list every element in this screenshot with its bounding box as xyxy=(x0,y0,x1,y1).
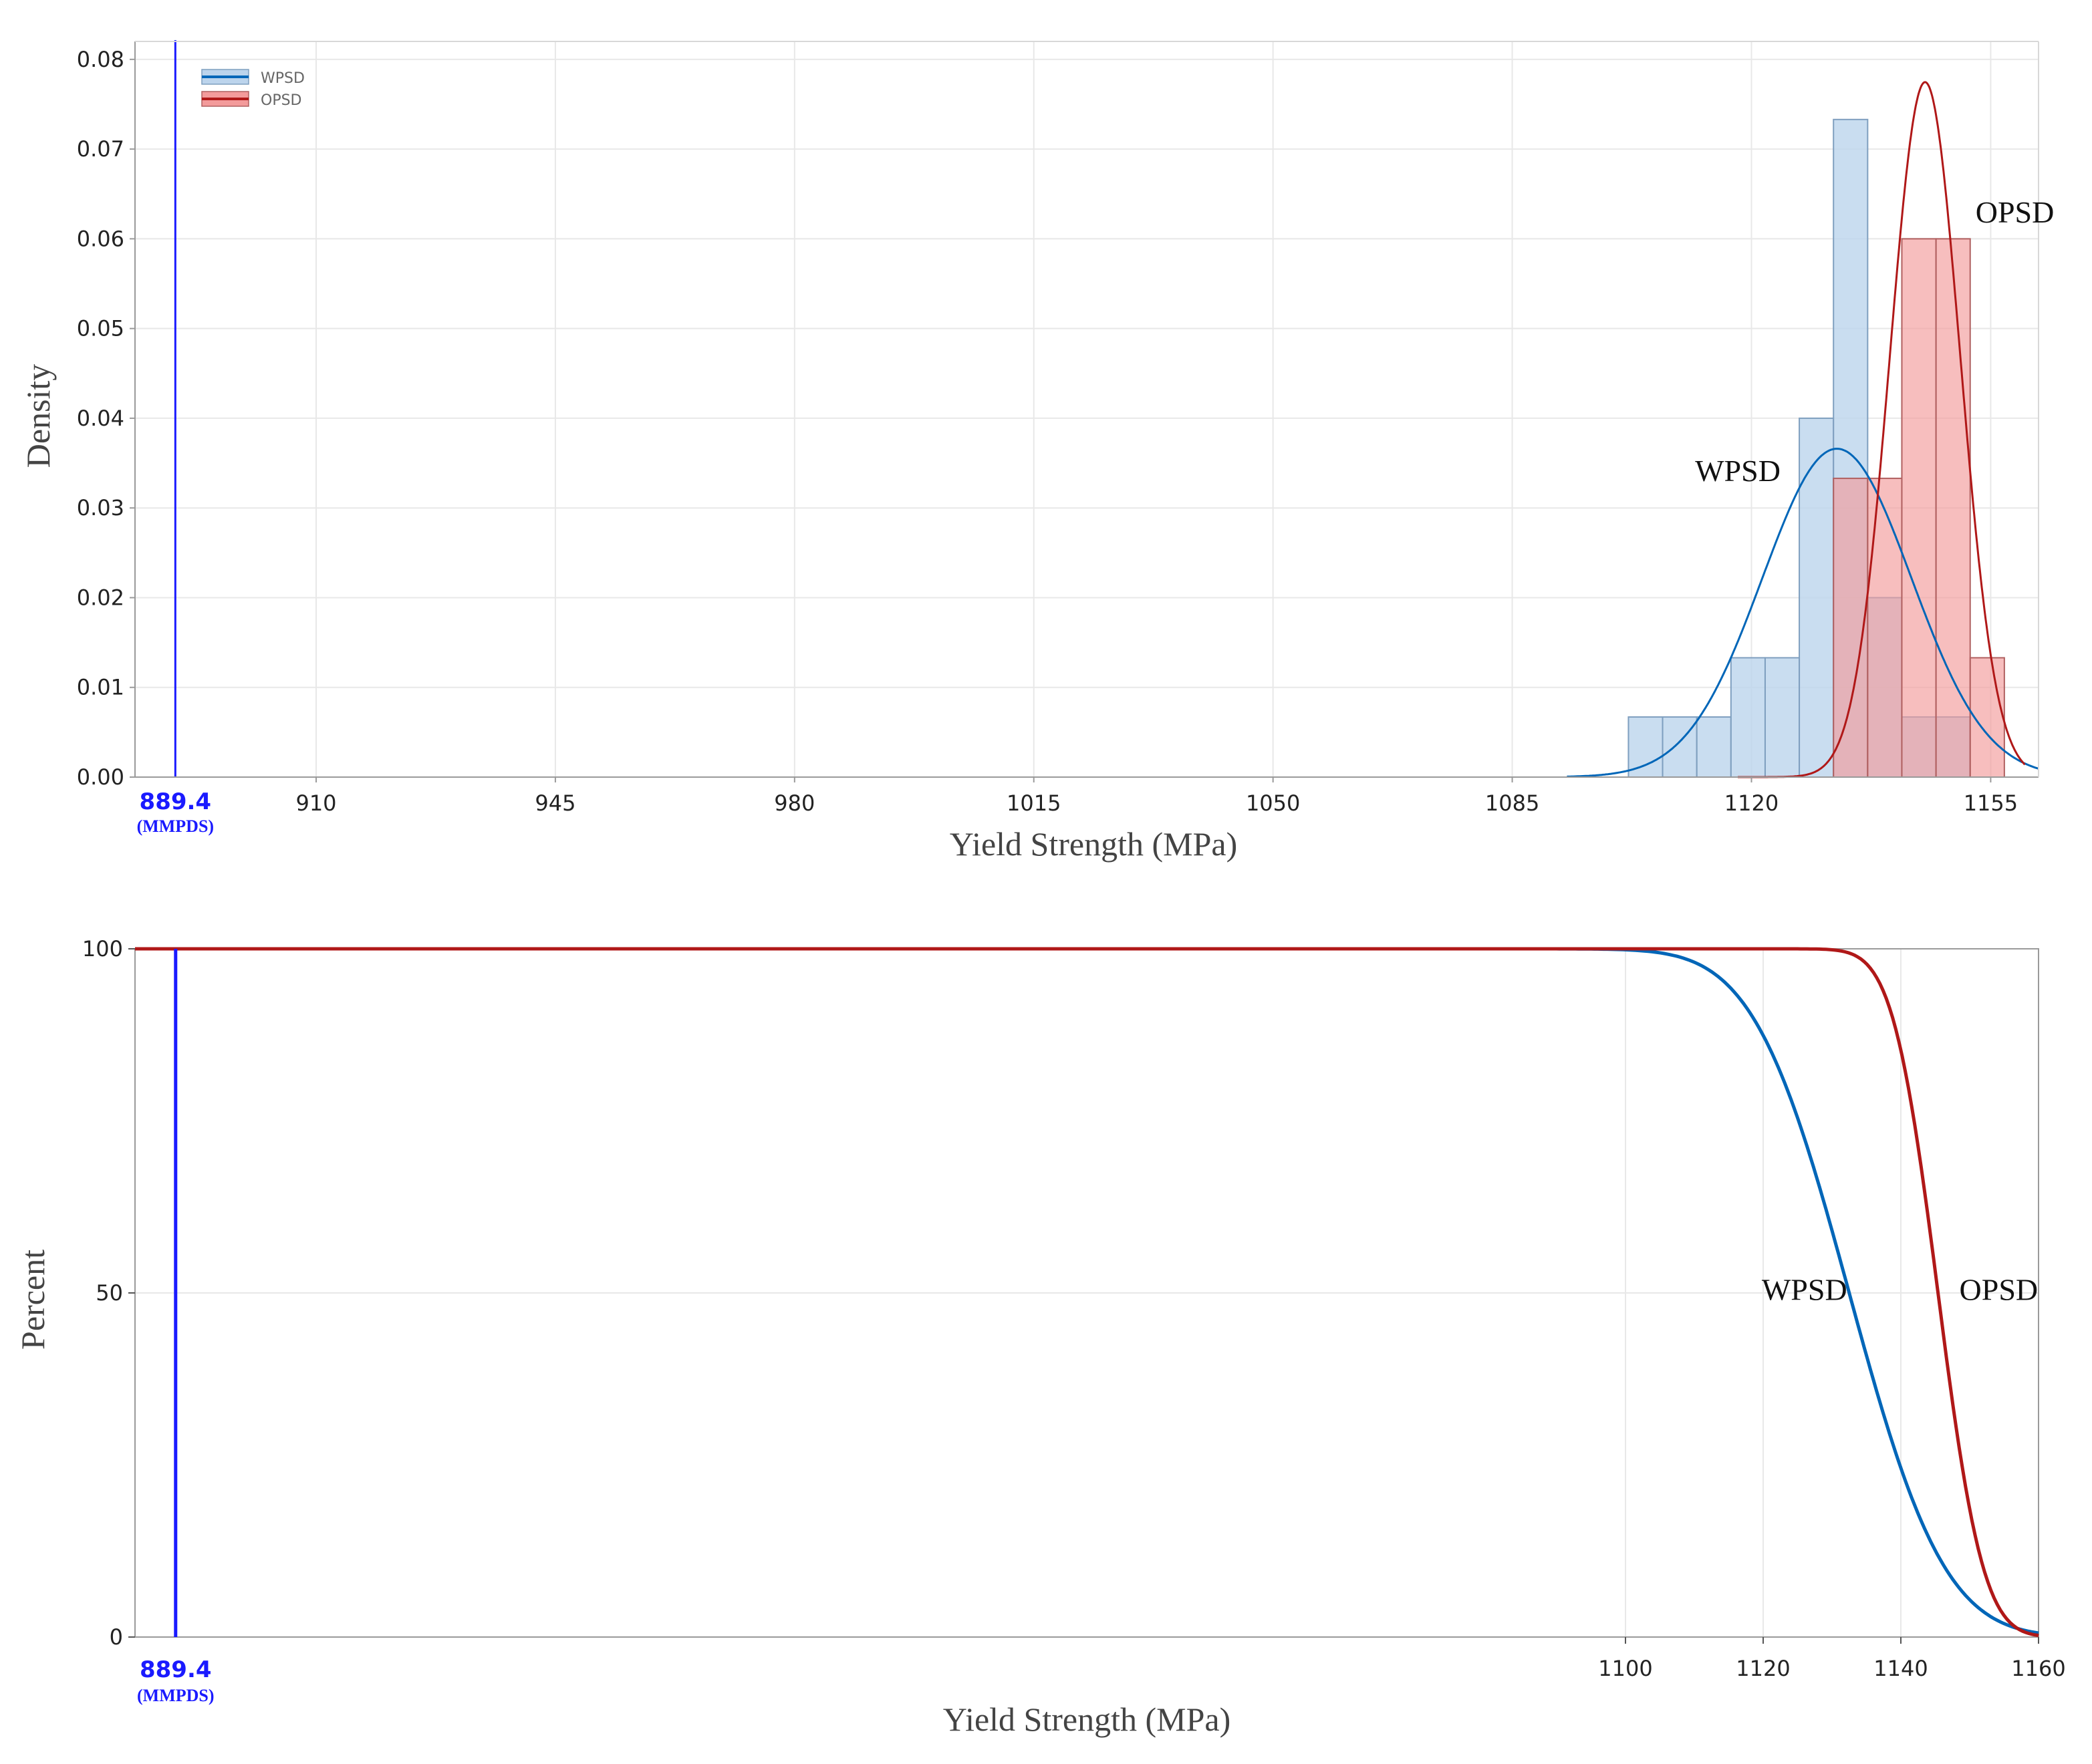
bottom-x-axis-title: Yield Strength (MPa) xyxy=(943,1701,1231,1738)
histogram-bar-opsd xyxy=(1935,238,1971,778)
top-y-tick-labels: 0.00 0.01 0.02 0.03 0.04 0.05 0.06 0.07 0.08 xyxy=(77,47,135,790)
bottom-y-tick-label: 100 xyxy=(82,936,123,962)
histogram-bar-opsd xyxy=(1969,657,2005,778)
top-axes-frame xyxy=(134,41,2039,778)
histogram-bar-wpsd xyxy=(1799,417,1835,778)
bottom-gridlines xyxy=(135,948,2039,1638)
top-y-tick-label: 0.04 xyxy=(77,406,124,431)
legend-label-wpsd: WPSD xyxy=(261,70,305,87)
percent-survival-panel: 0 50 100 1100 1120 1140 1160 889.4 (MMPDS) Yi… xyxy=(14,936,2066,1738)
wpsd-annotation-bottom: WPSD xyxy=(1762,1272,1847,1306)
opsd-histogram-bars xyxy=(1833,238,2005,778)
top-y-tick-label: 0.03 xyxy=(77,495,124,521)
bottom-y-tick-label: 0 xyxy=(110,1624,123,1650)
top-x-tick-label: 980 xyxy=(774,790,815,816)
top-y-tick-label: 0.07 xyxy=(77,136,124,162)
histogram-bar-opsd xyxy=(1901,238,1937,778)
mmpds-value-label-bottom: 889.4 xyxy=(140,1656,212,1683)
top-x-tick-label: 1050 xyxy=(1246,790,1300,816)
histogram-bar-wpsd xyxy=(1662,716,1698,778)
top-x-tick-label: 1155 xyxy=(1964,790,2018,816)
bottom-x-tick-labels: 1100 1120 1140 1160 xyxy=(1598,1637,2066,1681)
bottom-y-tick-label: 50 xyxy=(96,1280,123,1306)
top-y-tick-label: 0.06 xyxy=(77,226,124,251)
top-y-tick-label: 0.02 xyxy=(77,585,124,610)
legend: WPSD OPSD xyxy=(201,69,305,109)
top-x-tick-labels: 910 945 980 1015 1050 1085 1120 1155 xyxy=(295,777,2018,816)
top-y-tick-label: 0.01 xyxy=(77,675,124,700)
mmpds-value-label: 889.4 xyxy=(140,788,212,815)
top-x-tick-label: 1120 xyxy=(1724,790,1779,816)
histogram-bar-wpsd xyxy=(1627,716,1664,778)
top-x-tick-label: 945 xyxy=(535,790,575,816)
histogram-bar-wpsd xyxy=(1696,716,1732,778)
histogram-bar-opsd xyxy=(1833,477,1869,778)
top-y-tick-label: 0.08 xyxy=(77,47,124,72)
bottom-y-tick-labels: 0 50 100 xyxy=(82,936,135,1650)
mmpds-source-label-bottom: (MMPDS) xyxy=(137,1686,215,1705)
opsd-annotation: OPSD xyxy=(1976,195,2055,229)
top-y-tick-label: 0.05 xyxy=(77,316,124,341)
bottom-y-axis-title: Percent xyxy=(14,1250,51,1350)
bottom-x-tick-label: 1100 xyxy=(1598,1656,1652,1681)
top-y-axis-title: Density xyxy=(19,364,57,468)
density-histogram-panel: 0.00 0.01 0.02 0.03 0.04 0.05 0.06 0.07 0.08 910… xyxy=(19,40,2054,863)
top-x-tick-label: 1015 xyxy=(1007,790,1061,816)
wpsd-normal-fit-curve xyxy=(1567,448,2039,778)
top-gridlines xyxy=(135,41,2039,778)
legend-label-opsd: OPSD xyxy=(261,92,302,109)
bottom-x-tick-label: 1120 xyxy=(1736,1656,1790,1681)
opsd-survival-curve xyxy=(135,947,2039,1638)
top-x-axis-title: Yield Strength (MPa) xyxy=(950,825,1238,863)
wpsd-survival-curve xyxy=(135,947,2039,1635)
bottom-x-tick-label: 1160 xyxy=(2011,1656,2065,1681)
histogram-bar-wpsd xyxy=(1764,657,1801,778)
opsd-annotation-bottom: OPSD xyxy=(1960,1272,2039,1306)
mmpds-source-label: (MMPDS) xyxy=(137,817,215,836)
histogram-bar-wpsd xyxy=(1730,657,1766,778)
wpsd-annotation: WPSD xyxy=(1695,454,1781,488)
bottom-x-tick-label: 1140 xyxy=(1873,1656,1928,1681)
histogram-bar-opsd xyxy=(1867,477,1903,778)
top-y-tick-label: 0.00 xyxy=(77,764,124,790)
top-x-tick-label: 910 xyxy=(295,790,336,816)
top-x-tick-label: 1085 xyxy=(1485,790,1539,816)
